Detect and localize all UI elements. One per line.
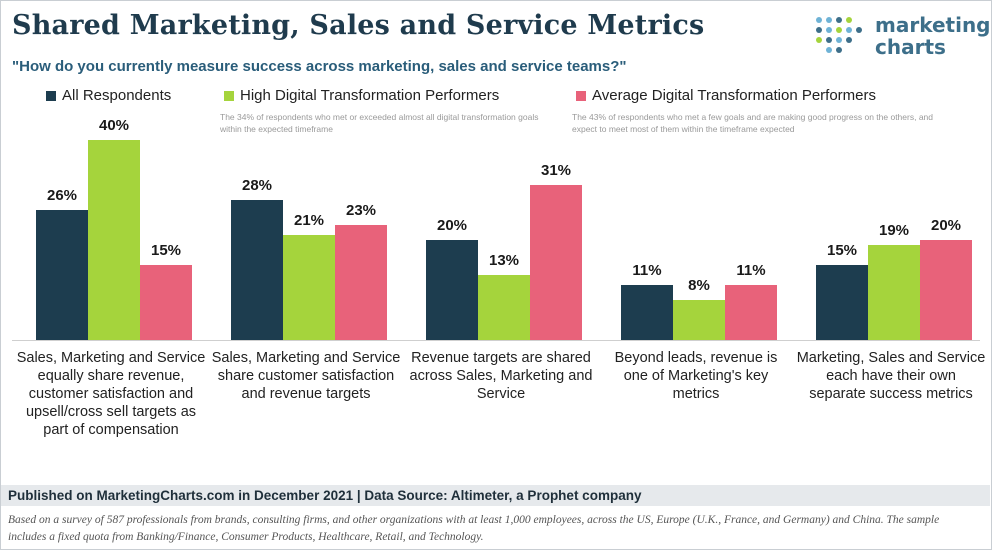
bar-high-4 [673, 300, 725, 340]
category-label-2: Sales, Marketing and Service share custo… [211, 350, 401, 402]
bar-chart: 26% 40% 15% 28% 21% 23% 20% 13% 31% 11% 8% 11% 15% 19… [12, 117, 980, 341]
data-label-all-4: 11% [632, 262, 661, 279]
footer-source: Published on MarketingCharts.com in Dece… [8, 488, 642, 503]
bar-avg-3 [530, 185, 582, 340]
legend-label-avg: Average Digital Transformation Performer… [592, 87, 877, 104]
legend-label-high: High Digital Transformation Performers [240, 87, 500, 104]
footer-bar [1, 485, 990, 506]
bar-all-2 [231, 200, 283, 340]
legend-note-high: The 34% of respondents who met or exceed… [220, 112, 539, 134]
marketingcharts-logo: marketing charts [815, 12, 991, 62]
bar-avg-4 [725, 285, 777, 340]
logo-text-line1: marketing [875, 13, 991, 37]
data-label-avg-2: 23% [346, 202, 376, 219]
bar-high-2 [283, 235, 335, 340]
bar-high-5 [868, 245, 920, 340]
bar-all-3 [426, 240, 478, 340]
bar-all-4 [621, 285, 673, 340]
legend-swatch-avg [576, 90, 586, 101]
category-label-4: Beyond leads, revenue is one of Marketin… [614, 350, 778, 402]
data-label-all-2: 28% [242, 177, 272, 194]
bar-avg-5 [920, 240, 972, 340]
data-label-all-1: 26% [47, 187, 77, 204]
bar-avg-1 [140, 265, 192, 340]
category-label-1: Sales, Marketing and Service equally sha… [16, 350, 206, 438]
data-label-all-3: 20% [437, 217, 467, 234]
chart-subtitle: "How do you currently measure success ac… [12, 58, 627, 75]
data-label-high-4: 8% [688, 277, 710, 294]
logo-text-line2: charts [875, 35, 946, 59]
bar-avg-2 [335, 225, 387, 340]
data-label-high-3: 13% [489, 252, 519, 269]
bar-high-3 [478, 275, 530, 340]
legend-item-avg: Average Digital Transformation Performer… [576, 87, 876, 104]
legend-label-all: All Respondents [62, 87, 172, 104]
legend-item-all: All Respondents [46, 87, 171, 104]
data-label-high-2: 21% [294, 212, 324, 229]
data-label-all-5: 15% [827, 242, 857, 259]
data-label-high-5: 19% [879, 222, 909, 239]
data-label-avg-4: 11% [736, 262, 765, 279]
category-label-5: Marketing, Sales and Service each have t… [796, 350, 986, 402]
data-label-avg-3: 31% [541, 162, 571, 179]
legend-item-high: High Digital Transformation Performers [224, 87, 499, 104]
category-label-3: Revenue targets are shared across Sales,… [409, 350, 593, 402]
bar-all-1 [36, 210, 88, 340]
legend-swatch-all [46, 90, 56, 101]
footer-note: Based on a survey of 587 professionals f… [8, 514, 940, 543]
chart-title: Shared Marketing, Sales and Service Metr… [12, 10, 705, 41]
logo-dots-icon [816, 17, 862, 53]
data-label-avg-5: 20% [931, 217, 961, 234]
legend-note-avg: The 43% of respondents who met a few goa… [572, 112, 934, 134]
legend-swatch-high [224, 90, 234, 101]
bar-high-1 [88, 140, 140, 340]
data-label-avg-1: 15% [151, 242, 181, 259]
data-label-high-1: 40% [99, 117, 129, 134]
bar-all-5 [816, 265, 868, 340]
